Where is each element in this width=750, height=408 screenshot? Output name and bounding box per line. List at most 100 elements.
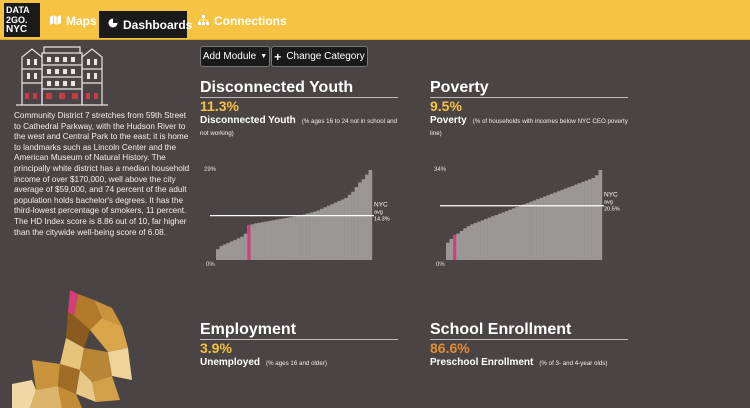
chart-bar bbox=[518, 205, 523, 260]
module-employment: Employment 3.9% Unemployed (% ages 16 and… bbox=[200, 320, 400, 369]
chart-bar bbox=[351, 191, 355, 260]
pie-chart-icon bbox=[108, 18, 118, 31]
module-detail: (% of households with incomes below NYC … bbox=[430, 118, 628, 137]
chart-bar bbox=[243, 233, 248, 260]
chart-bar bbox=[446, 242, 450, 260]
chart-bar bbox=[487, 217, 492, 260]
chart-bar bbox=[484, 218, 488, 260]
chart-bar bbox=[326, 205, 331, 260]
module-detail: (% of 3- and 4-year olds) bbox=[539, 360, 608, 367]
chart-bar bbox=[302, 214, 307, 260]
chart-bar bbox=[278, 219, 283, 260]
chart-bar bbox=[268, 220, 272, 260]
chart-bar bbox=[222, 244, 227, 260]
module-subtitle: Unemployed (% ages 16 and older) bbox=[200, 357, 400, 369]
chart-bar bbox=[574, 184, 578, 260]
nav-maps-label: Maps bbox=[66, 14, 97, 28]
chart-reference-label: 20.5% bbox=[604, 207, 620, 213]
chart-bar bbox=[463, 228, 467, 260]
chart-bar bbox=[271, 220, 276, 260]
chart-bar bbox=[295, 215, 300, 260]
chart-bar bbox=[508, 209, 513, 260]
chart-bar bbox=[449, 238, 454, 260]
chart-bar bbox=[473, 222, 478, 260]
logo-line-3: NYC bbox=[6, 24, 28, 35]
chart-bar bbox=[498, 213, 502, 260]
chart-bar-highlight bbox=[453, 234, 457, 260]
chart-bar bbox=[285, 217, 289, 260]
chart-bar bbox=[281, 218, 286, 260]
chart-bar bbox=[577, 183, 582, 260]
chart-bar bbox=[591, 177, 596, 260]
chart-bar bbox=[340, 199, 345, 260]
chart-bar bbox=[459, 230, 464, 260]
chart-y-min-label: 0% bbox=[436, 262, 445, 268]
module-school-enrollment: School Enrollment 86.6% Preschool Enroll… bbox=[430, 320, 630, 369]
chart-bar bbox=[358, 182, 362, 260]
nav-dashboards[interactable]: Dashboards bbox=[99, 11, 192, 38]
district-description: Community District 7 stretches from 59th… bbox=[14, 111, 190, 237]
chart-bar bbox=[522, 204, 526, 260]
logo[interactable]: DATA 2GO. NYC bbox=[4, 3, 40, 37]
chart-bar bbox=[323, 207, 328, 260]
chart-reference-label: avg bbox=[374, 210, 383, 216]
module-subtitle: Disconnected Youth (% ages 16 to 24 not i… bbox=[200, 115, 400, 139]
chart-bar bbox=[333, 202, 338, 260]
chart-bar bbox=[588, 179, 592, 260]
module-value: 9.5% bbox=[430, 98, 462, 114]
chart-bar bbox=[584, 180, 589, 260]
chart-bar bbox=[501, 212, 506, 260]
chart-bar bbox=[560, 189, 565, 260]
chart-bar bbox=[292, 216, 296, 260]
chart-bar bbox=[219, 246, 224, 260]
chart-bar bbox=[313, 211, 317, 260]
module-value: 86.6% bbox=[430, 340, 470, 356]
chart-bar bbox=[309, 212, 314, 260]
chart-bar bbox=[226, 242, 231, 260]
chart-bar bbox=[536, 199, 540, 260]
caret-down-icon: ▼ bbox=[260, 53, 268, 60]
chart-bar bbox=[494, 215, 499, 260]
chart-y-min-label: 0% bbox=[206, 262, 215, 268]
chart-reference-label: avg bbox=[604, 200, 613, 206]
module-metric: Unemployed bbox=[200, 357, 261, 368]
chart-bar bbox=[330, 204, 335, 260]
chart-bar bbox=[598, 170, 603, 260]
borough-choropleth-map[interactable] bbox=[12, 290, 132, 408]
chart-bar bbox=[529, 201, 533, 260]
module-detail: (% ages 16 and older) bbox=[266, 360, 327, 367]
chart-bar-highlight bbox=[247, 224, 251, 260]
module-metric: Preschool Enrollment bbox=[430, 357, 534, 368]
chart-bar bbox=[250, 224, 255, 260]
chart-bar bbox=[306, 213, 310, 260]
chart-bar bbox=[354, 187, 359, 260]
chart-bar bbox=[274, 219, 279, 260]
nav-maps[interactable]: Maps bbox=[50, 9, 97, 33]
chart-bar bbox=[337, 201, 341, 260]
chart-bar bbox=[525, 203, 530, 260]
chart-bar bbox=[511, 208, 516, 260]
chart-disconnected-youth: NYC avg 14.3% 29% 0% bbox=[200, 160, 400, 272]
plus-icon: + bbox=[274, 49, 282, 64]
chart-bar bbox=[261, 222, 265, 260]
module-title: Poverty bbox=[430, 78, 628, 98]
chart-bar bbox=[316, 210, 321, 260]
chart-bar bbox=[480, 220, 485, 260]
chart-bar bbox=[347, 194, 352, 260]
chart-bar bbox=[288, 217, 293, 260]
module-value: 11.3% bbox=[200, 98, 239, 114]
chart-bar bbox=[216, 249, 220, 260]
module-title: Disconnected Youth bbox=[200, 78, 398, 98]
nav-connections[interactable]: Connections bbox=[198, 9, 287, 33]
chart-bar bbox=[264, 221, 269, 260]
change-category-button[interactable]: + Change Category bbox=[271, 46, 368, 67]
chart-bar bbox=[570, 185, 575, 260]
sitemap-icon bbox=[198, 14, 209, 28]
chart-bar bbox=[553, 192, 558, 260]
chart-bar bbox=[233, 239, 237, 260]
chart-bar bbox=[567, 187, 571, 260]
add-module-button[interactable]: Add Module ▼ bbox=[200, 46, 270, 67]
module-title: School Enrollment bbox=[430, 320, 628, 340]
chart-bar bbox=[365, 174, 369, 260]
module-subtitle: Preschool Enrollment (% of 3- and 4-year … bbox=[430, 357, 630, 369]
